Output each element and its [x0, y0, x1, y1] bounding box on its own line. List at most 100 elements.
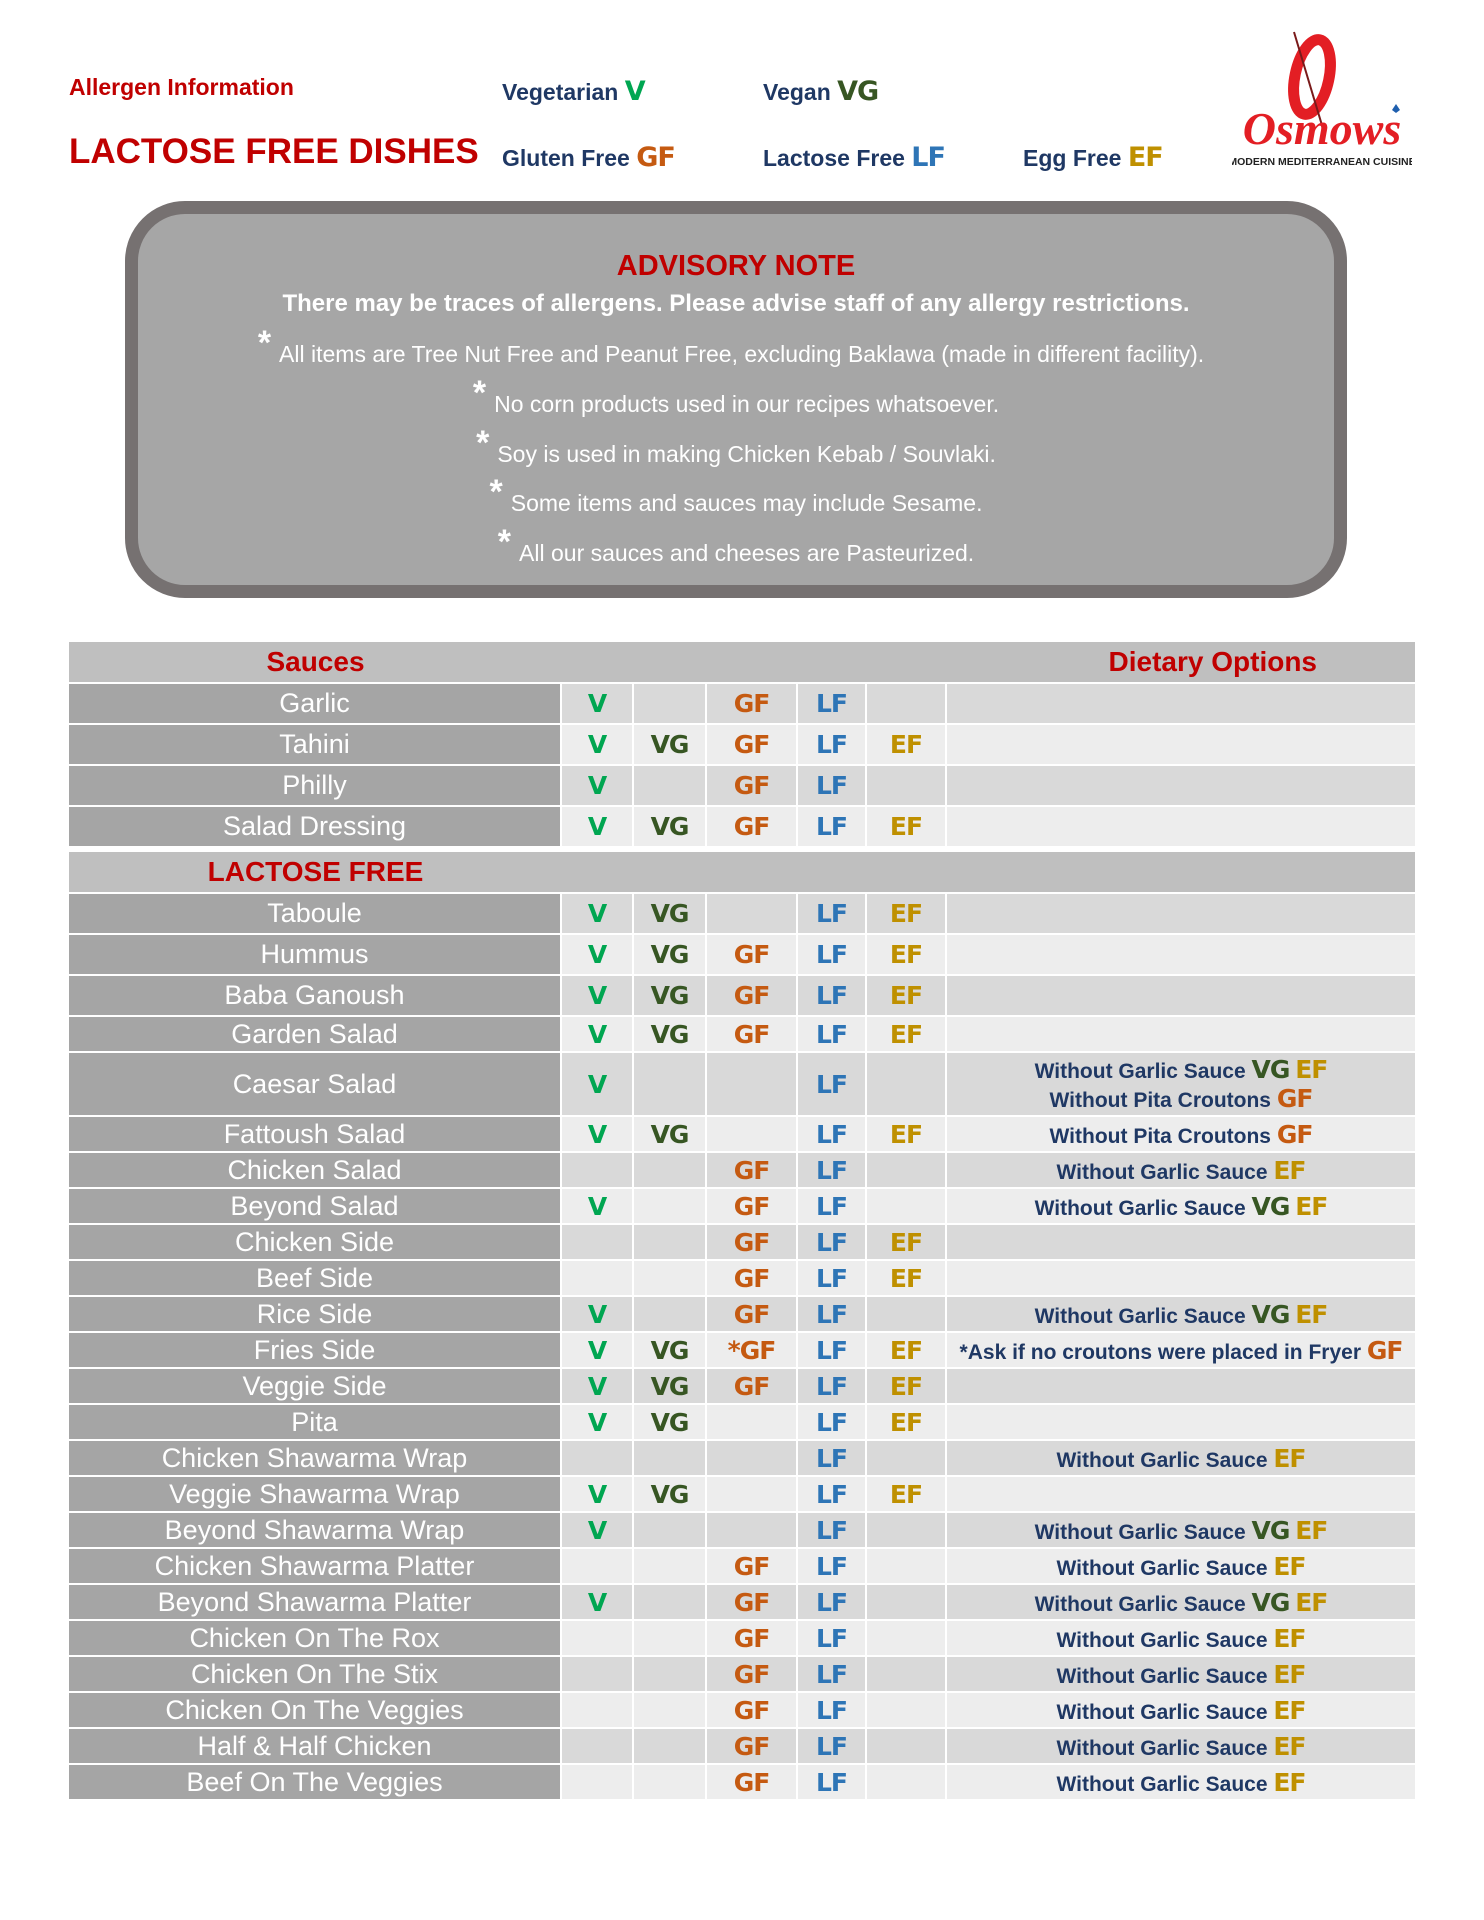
- dietary-cell: [634, 1729, 707, 1763]
- dish-name: Baba Ganoush: [69, 976, 562, 1015]
- dietary-cell: VG: [634, 935, 707, 974]
- option-text: Without Garlic Sauce: [1034, 1592, 1246, 1616]
- option-text: Without Garlic Sauce: [1034, 1060, 1246, 1083]
- dietary-cell: V: [562, 1513, 634, 1547]
- dietary-cell: [707, 894, 798, 933]
- table-row: Taboule V VG LF EF: [69, 894, 1415, 935]
- dietary-cell: [707, 1405, 798, 1439]
- dietary-cell: [562, 1729, 634, 1763]
- dietary-option: Without Pita Croutons GF: [1050, 1084, 1314, 1113]
- dietary-code: V: [587, 899, 607, 928]
- dietary-options-cell: Without Garlic Sauce EF: [947, 1657, 1415, 1691]
- legend-label: Vegetarian: [502, 79, 619, 105]
- option-text: Without Pita Croutons: [1049, 1124, 1271, 1148]
- dietary-code: V: [587, 1587, 607, 1617]
- dietary-cell: [634, 1693, 707, 1727]
- legend-code: VG: [837, 76, 879, 107]
- option-code: VG: [1251, 1587, 1290, 1617]
- dietary-option: Without Garlic Sauce EF: [1056, 1155, 1306, 1185]
- dietary-cell: GF: [707, 684, 798, 723]
- dish-name: Beyond Salad: [69, 1189, 562, 1223]
- section-title: Sauces: [266, 646, 365, 677]
- dietary-cell: LF: [798, 1693, 867, 1727]
- dietary-code: LF: [815, 1227, 848, 1257]
- option-text: Without Garlic Sauce: [1034, 1304, 1246, 1328]
- dietary-cell: [867, 1657, 947, 1691]
- dietary-option: Without Garlic Sauce EF: [1056, 1732, 1306, 1761]
- dietary-cell: LF: [798, 1657, 867, 1691]
- option-code: EF: [1295, 1515, 1328, 1545]
- dish-name: Garden Salad: [69, 1017, 562, 1051]
- table-row: Chicken On The Rox GF LF Without Garlic Sau…: [69, 1621, 1415, 1657]
- table-row: Chicken Salad GF LF Without Garlic Sauce EF: [69, 1153, 1415, 1189]
- dietary-cell: [867, 766, 947, 805]
- dietary-code: GF: [733, 940, 771, 969]
- dietary-cell: V: [562, 1405, 634, 1439]
- dish-name: Pita: [69, 1405, 562, 1439]
- dietary-code: LF: [815, 812, 848, 841]
- dietary-cell: [867, 1441, 947, 1475]
- dietary-code: LF: [815, 1407, 848, 1437]
- dish-name: Beef Side: [69, 1261, 562, 1295]
- dietary-code: LF: [815, 1587, 848, 1617]
- dietary-code: GF: [733, 1191, 771, 1221]
- dietary-cell: EF: [867, 894, 947, 933]
- advisory-note-text: All items are Tree Nut Free and Peanut F…: [279, 341, 1205, 367]
- dietary-code: V: [587, 812, 607, 841]
- dietary-cell: VG: [634, 725, 707, 764]
- table-row: Fries Side V VG *GF LF EF *Ask if no croutons …: [69, 1333, 1415, 1369]
- dietary-code: VG: [650, 730, 690, 759]
- dietary-options-cell: *Ask if no croutons were placed in Fryer…: [947, 1333, 1415, 1367]
- dietary-cell: [562, 1549, 634, 1583]
- dietary-cell: [867, 1693, 947, 1727]
- dietary-code: V: [587, 1119, 607, 1149]
- dietary-cell: [562, 1657, 634, 1691]
- table-row: Chicken On The Stix GF LF Without Garlic Sa…: [69, 1657, 1415, 1693]
- dietary-cell: EF: [867, 1405, 947, 1439]
- dish-name: Beyond Shawarma Wrap: [69, 1513, 562, 1547]
- dietary-code: V: [587, 940, 607, 969]
- dietary-code: GF: [733, 1371, 771, 1401]
- dietary-cell: [867, 1513, 947, 1547]
- dietary-cell: [634, 1765, 707, 1799]
- dish-name: Caesar Salad: [69, 1053, 562, 1115]
- dietary-code: LF: [815, 1263, 848, 1293]
- dietary-cell: [867, 1765, 947, 1799]
- dietary-cell: [634, 684, 707, 723]
- dietary-cell: EF: [867, 1017, 947, 1051]
- dietary-code: GF: [733, 1623, 771, 1653]
- table-row: Rice Side V GF LF Without Garlic Sauce VG EF: [69, 1297, 1415, 1333]
- dietary-cell: GF: [707, 1225, 798, 1259]
- option-code: EF: [1295, 1587, 1328, 1617]
- option-code: VG: [1251, 1191, 1290, 1221]
- dietary-code: V: [587, 730, 607, 759]
- dietary-code: GF: [733, 1299, 771, 1329]
- option-text: Without Garlic Sauce: [1056, 1448, 1268, 1472]
- dietary-cell: LF: [798, 894, 867, 933]
- option-code: EF: [1273, 1695, 1306, 1725]
- asterisk-icon: *: [476, 424, 490, 462]
- dietary-cell: [867, 1189, 947, 1223]
- dietary-code: VG: [650, 1407, 690, 1437]
- dietary-cell: EF: [867, 807, 947, 846]
- dietary-options-cell: Without Garlic Sauce EF: [947, 1765, 1415, 1799]
- dietary-cell: GF: [707, 1657, 798, 1691]
- table-row: Baba Ganoush V VG GF LF EF: [69, 976, 1415, 1017]
- dish-name: Beyond Shawarma Platter: [69, 1585, 562, 1619]
- dietary-code: EF: [889, 1407, 923, 1437]
- dietary-cell: [707, 1477, 798, 1511]
- dietary-cell: V: [562, 1189, 634, 1223]
- option-text: Without Garlic Sauce: [1056, 1556, 1268, 1580]
- dietary-code: LF: [815, 1335, 848, 1365]
- dietary-cell: V: [562, 1585, 634, 1619]
- dietary-cell: [562, 1693, 634, 1727]
- dietary-code: EF: [889, 899, 923, 928]
- dietary-cell: [707, 1513, 798, 1547]
- dietary-cell: GF: [707, 935, 798, 974]
- dietary-code: EF: [889, 1479, 923, 1509]
- option-code: EF: [1273, 1155, 1306, 1185]
- table-row: Pita V VG LF EF: [69, 1405, 1415, 1441]
- dietary-cell: V: [562, 1369, 634, 1403]
- dietary-cell: *GF: [707, 1333, 798, 1367]
- option-text: Without Garlic Sauce: [1056, 1628, 1268, 1652]
